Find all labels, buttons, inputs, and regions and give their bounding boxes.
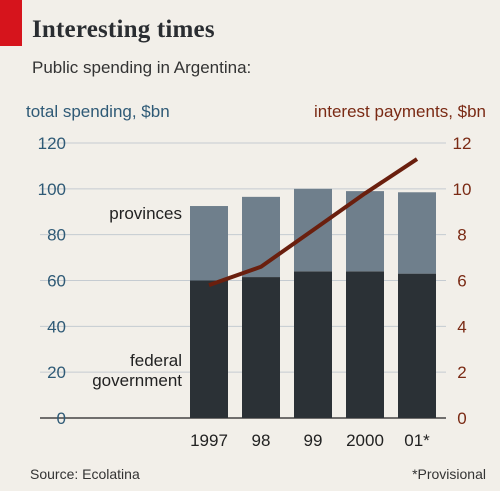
right-tick-label: 10 [453,180,472,199]
left-axis-title: total spending, $bn [26,102,170,121]
chart-title: Interesting times [32,16,215,43]
x-tick-label: 99 [304,431,323,450]
left-tick-label: 80 [47,226,66,245]
right-tick-label: 2 [457,363,466,382]
tick-labels: 0 20 40 60 80 100 120 0 2 4 6 8 10 12 1997 98 99 2000 01* p… [38,134,472,450]
chart-subtitle: Public spending in Argentina: [32,58,252,77]
left-tick-label: 100 [38,180,66,199]
right-axis-title: interest payments, $bn [314,102,486,121]
bar-federal-segment [398,273,436,418]
x-tick-label: 2000 [346,431,384,450]
provisional-note: *Provisional [412,466,486,482]
bar-federal-segment [190,280,228,418]
right-tick-label: 6 [457,272,466,291]
x-tick-label: 01* [404,431,430,450]
right-tick-label: 0 [457,409,466,428]
bar-federal-segment [242,277,280,418]
interest-line-layer [208,157,419,287]
bar-federal-segment [346,271,384,418]
x-tick-label: 1997 [190,431,228,450]
right-tick-label: 12 [453,134,472,153]
left-tick-label: 120 [38,134,66,153]
left-tick-label: 0 [57,409,66,428]
right-tick-label: 8 [457,226,466,245]
left-tick-label: 20 [47,363,66,382]
left-tick-label: 60 [47,272,66,291]
x-tick-label: 98 [252,431,271,450]
brand-accent-mark [0,0,22,46]
source-note: Source: Ecolatina [30,466,140,482]
bar-federal-segment [294,271,332,418]
bars [190,188,436,418]
series-label-federal: federal government [92,351,182,390]
bar-provinces-segment [190,206,228,281]
left-tick-label: 40 [47,317,66,336]
bar-provinces-segment [242,196,280,278]
bar-provinces-segment [398,192,436,274]
right-tick-label: 4 [457,317,466,336]
series-label-provinces: provinces [109,204,182,223]
